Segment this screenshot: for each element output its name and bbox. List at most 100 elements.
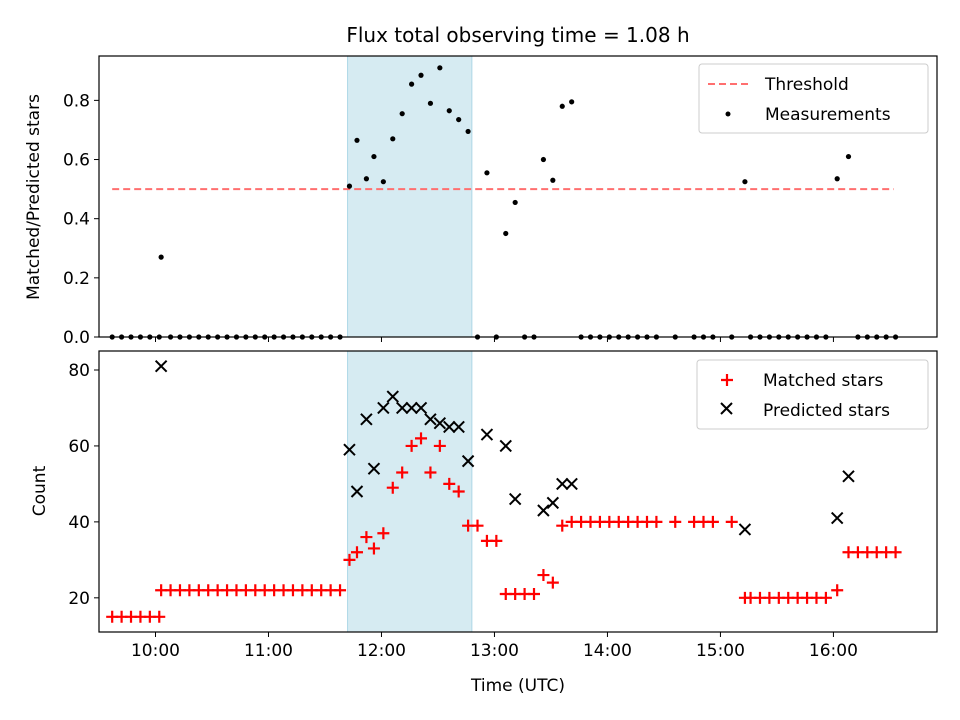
predicted-star-marker bbox=[433, 416, 447, 430]
predicted-star-marker bbox=[367, 462, 381, 475]
predicted-star-marker bbox=[414, 401, 428, 415]
bottom-x-tick-label: 15:00 bbox=[696, 641, 745, 661]
measurement-point bbox=[845, 153, 852, 160]
measurement-point bbox=[512, 199, 518, 206]
predicted-star-markers bbox=[154, 359, 855, 536]
matched-star-marker bbox=[556, 519, 569, 532]
top-y-ticks: 0.0 0.2 0.4 0.6 0.8 bbox=[63, 91, 99, 348]
bottom-xlabel: Time (UTC) bbox=[470, 676, 565, 696]
measurement-point bbox=[484, 170, 490, 176]
top-highlight-span bbox=[347, 55, 473, 338]
matched-star-markers bbox=[106, 432, 902, 623]
predicted-star-marker bbox=[395, 401, 409, 415]
bottom-x-tick-label: 13:00 bbox=[470, 641, 519, 661]
bottom-x-tick-label: 11:00 bbox=[244, 641, 293, 661]
matched-star-marker bbox=[405, 439, 418, 452]
predicted-star-marker bbox=[508, 492, 522, 506]
measurement-point bbox=[503, 230, 509, 237]
top-title: Flux total observing time = 1.08 h bbox=[346, 23, 689, 47]
matched-star-marker bbox=[537, 569, 550, 582]
matched-star-marker bbox=[153, 610, 166, 623]
predicted-star-marker bbox=[405, 401, 418, 415]
bottom-x-tick-label: 12:00 bbox=[357, 641, 406, 661]
bottom-legend-box bbox=[696, 359, 929, 430]
measurement-point bbox=[158, 254, 164, 260]
matched-star-marker bbox=[360, 531, 373, 544]
matched-star-marker bbox=[546, 576, 559, 589]
predicted-star-marker bbox=[556, 477, 569, 491]
measurement-point bbox=[437, 65, 443, 71]
matched-star-marker bbox=[443, 477, 456, 490]
measurement-point bbox=[380, 179, 386, 185]
legend-threshold-label: Threshold bbox=[764, 75, 849, 95]
bottom-y-tick-label: 60 bbox=[68, 437, 90, 457]
bottom-x-tick-label: 14:00 bbox=[583, 641, 632, 661]
bottom-axes-frame bbox=[98, 350, 938, 633]
matched-star-marker bbox=[725, 515, 738, 528]
matched-star-marker bbox=[377, 527, 390, 540]
legend-predicted-label: Predicted stars bbox=[763, 401, 890, 421]
predicted-star-marker bbox=[537, 504, 550, 517]
matched-star-marker bbox=[452, 485, 465, 498]
predicted-star-marker bbox=[565, 477, 578, 491]
predicted-star-marker bbox=[830, 511, 844, 525]
matched-star-marker bbox=[367, 542, 380, 555]
bottom-x-tick-label: 10:00 bbox=[131, 641, 180, 661]
top-y-tick-label: 0.6 bbox=[63, 151, 90, 171]
top-y-tick-label: 0.2 bbox=[63, 269, 90, 289]
predicted-star-marker bbox=[738, 523, 752, 536]
matched-star-marker bbox=[706, 515, 719, 528]
bottom-ylabel: Count bbox=[30, 465, 50, 516]
bottom-y-ticks: 20 40 60 80 bbox=[68, 361, 99, 609]
measurement-point bbox=[418, 72, 424, 78]
measurement-point bbox=[354, 137, 360, 143]
matched-star-marker bbox=[433, 439, 446, 452]
matched-star-marker bbox=[669, 515, 682, 528]
measurement-point bbox=[446, 108, 452, 114]
predicted-star-marker bbox=[499, 439, 512, 453]
predicted-star-marker bbox=[461, 454, 475, 468]
matched-star-marker bbox=[386, 481, 399, 494]
bottom-y-tick-label: 40 bbox=[68, 513, 90, 533]
matched-star-marker bbox=[343, 553, 356, 566]
matched-star-marker bbox=[396, 466, 409, 479]
top-x-ticks bbox=[154, 337, 834, 342]
top-legend: Threshold Measurements bbox=[698, 63, 929, 134]
measurement-point bbox=[540, 156, 547, 163]
measurement-point bbox=[559, 103, 565, 109]
measurement-point bbox=[465, 128, 471, 135]
top-y-tick-label: 0.4 bbox=[63, 210, 90, 230]
top-y-tick-label: 0.8 bbox=[63, 91, 90, 111]
predicted-star-marker bbox=[343, 443, 356, 456]
legend-matched-label: Matched stars bbox=[763, 371, 883, 391]
top-y-tick-label: 0.0 bbox=[63, 328, 90, 348]
measurement-point bbox=[427, 100, 434, 106]
matched-star-marker bbox=[831, 584, 844, 597]
predicted-star-marker bbox=[424, 413, 437, 426]
predicted-star-marker bbox=[452, 420, 465, 434]
measurement-point bbox=[390, 136, 396, 142]
legend-predicted-swatch bbox=[720, 402, 733, 415]
measurement-point bbox=[346, 183, 353, 189]
measurement-point bbox=[569, 99, 575, 105]
matched-star-marker bbox=[334, 584, 347, 597]
measurement-point bbox=[363, 176, 370, 182]
measurement-point bbox=[834, 176, 840, 182]
top-axes-frame bbox=[98, 55, 938, 338]
bottom-legend: Matched stars Predicted stars bbox=[696, 359, 929, 430]
top-legend-box bbox=[698, 63, 929, 134]
matched-star-marker bbox=[350, 546, 363, 559]
predicted-star-marker bbox=[842, 470, 855, 483]
predicted-star-marker bbox=[350, 485, 364, 498]
matched-star-marker bbox=[650, 515, 663, 528]
bottom-y-tick-label: 80 bbox=[68, 361, 90, 381]
top-ylabel: Matched/Predicted stars bbox=[24, 94, 44, 300]
predicted-star-marker bbox=[546, 496, 560, 510]
matched-star-marker bbox=[415, 432, 428, 445]
matched-star-marker bbox=[819, 591, 832, 604]
predicted-star-marker bbox=[443, 420, 456, 434]
predicted-star-marker bbox=[480, 428, 494, 441]
matched-star-marker bbox=[471, 519, 484, 532]
matched-star-marker bbox=[889, 546, 902, 559]
